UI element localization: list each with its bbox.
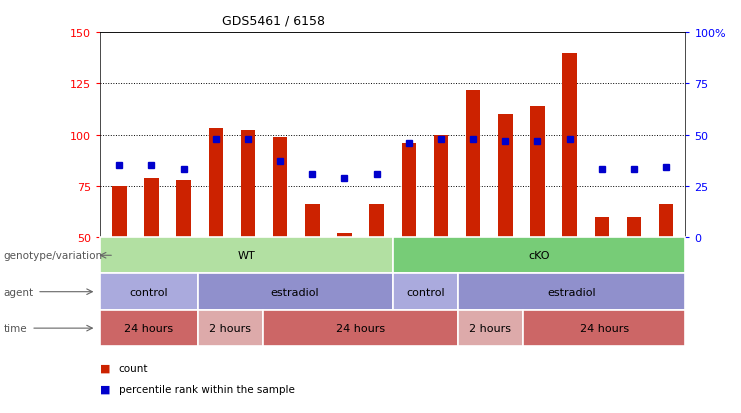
Bar: [562, 54, 577, 237]
Text: control: control: [130, 287, 168, 297]
Text: ■: ■: [100, 384, 110, 394]
Bar: [305, 205, 319, 237]
Bar: [176, 180, 191, 237]
Text: 2 hours: 2 hours: [209, 323, 251, 333]
Text: percentile rank within the sample: percentile rank within the sample: [119, 384, 294, 394]
Bar: [402, 143, 416, 237]
Bar: [144, 178, 159, 237]
Bar: [659, 205, 674, 237]
Text: genotype/variation: genotype/variation: [4, 251, 103, 261]
Text: time: time: [4, 323, 27, 333]
Text: count: count: [119, 363, 148, 373]
Text: estradiol: estradiol: [271, 287, 319, 297]
Bar: [531, 107, 545, 237]
Text: ■: ■: [100, 363, 110, 373]
Bar: [241, 131, 255, 237]
Text: WT: WT: [238, 251, 255, 261]
Bar: [466, 90, 480, 237]
Text: estradiol: estradiol: [548, 287, 596, 297]
Text: GDS5461 / 6158: GDS5461 / 6158: [222, 14, 325, 27]
Text: 24 hours: 24 hours: [124, 323, 173, 333]
Bar: [627, 217, 641, 237]
Text: cKO: cKO: [528, 251, 550, 261]
Bar: [273, 137, 288, 237]
Bar: [337, 233, 352, 237]
Text: 2 hours: 2 hours: [469, 323, 511, 333]
Bar: [498, 115, 513, 237]
Text: agent: agent: [4, 287, 34, 297]
Text: 24 hours: 24 hours: [336, 323, 385, 333]
Bar: [433, 135, 448, 237]
Text: 24 hours: 24 hours: [579, 323, 628, 333]
Bar: [370, 205, 384, 237]
Bar: [594, 217, 609, 237]
Text: control: control: [406, 287, 445, 297]
Bar: [208, 129, 223, 237]
Bar: [112, 186, 127, 237]
